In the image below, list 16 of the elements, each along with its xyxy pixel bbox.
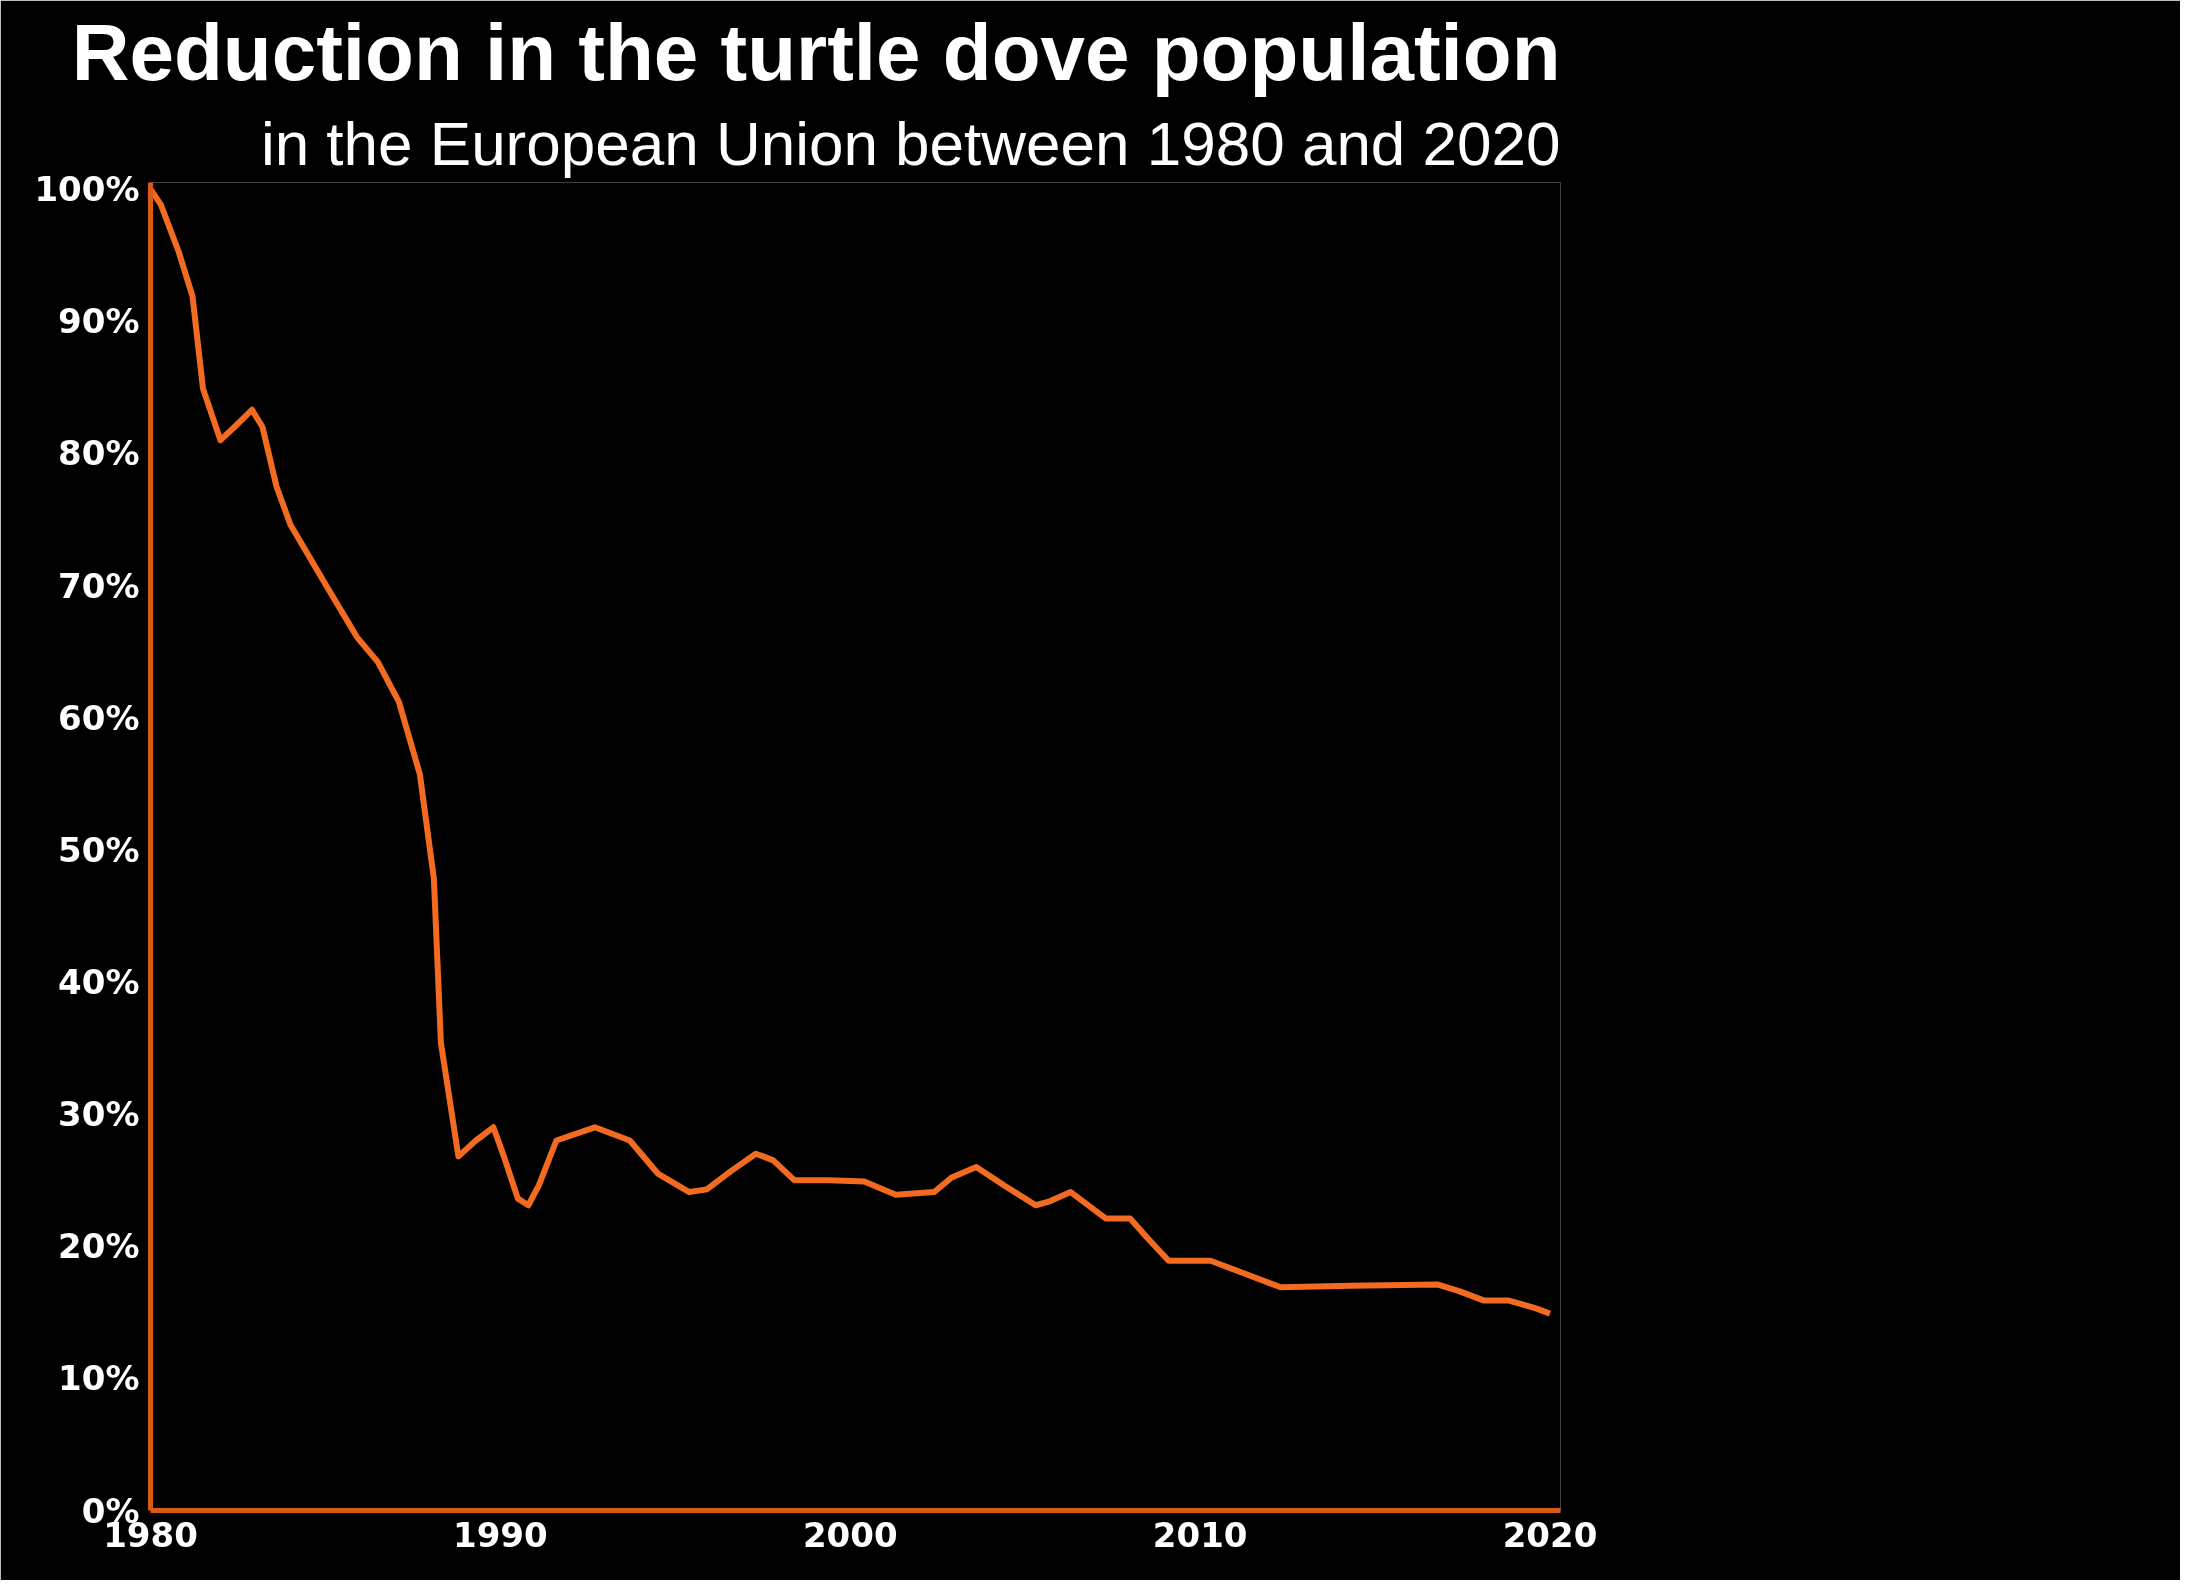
y-tick-label: 60% — [58, 697, 140, 738]
y-tick-label: 10% — [58, 1358, 140, 1399]
x-tick-label: 2020 — [1502, 1514, 1598, 1555]
y-tick-label: 90% — [58, 301, 140, 342]
y-tick-label: 100% — [34, 169, 140, 210]
chart-subtitle: in the European Union between 1980 and 2020 — [260, 108, 1561, 178]
x-tick-label: 1990 — [453, 1514, 548, 1555]
y-tick-label: 30% — [58, 1094, 140, 1135]
x-tick-label: 2010 — [1152, 1514, 1248, 1555]
y-tick-label: 50% — [58, 829, 140, 870]
chart-title: Reduction in the turtle dove population — [71, 7, 1561, 97]
y-tick-label: 70% — [58, 565, 140, 606]
y-tick-label: 20% — [58, 1226, 140, 1267]
y-tick-label: 80% — [58, 433, 140, 474]
x-tick-label: 2000 — [802, 1514, 898, 1555]
y-tick-label: 40% — [58, 961, 140, 1002]
